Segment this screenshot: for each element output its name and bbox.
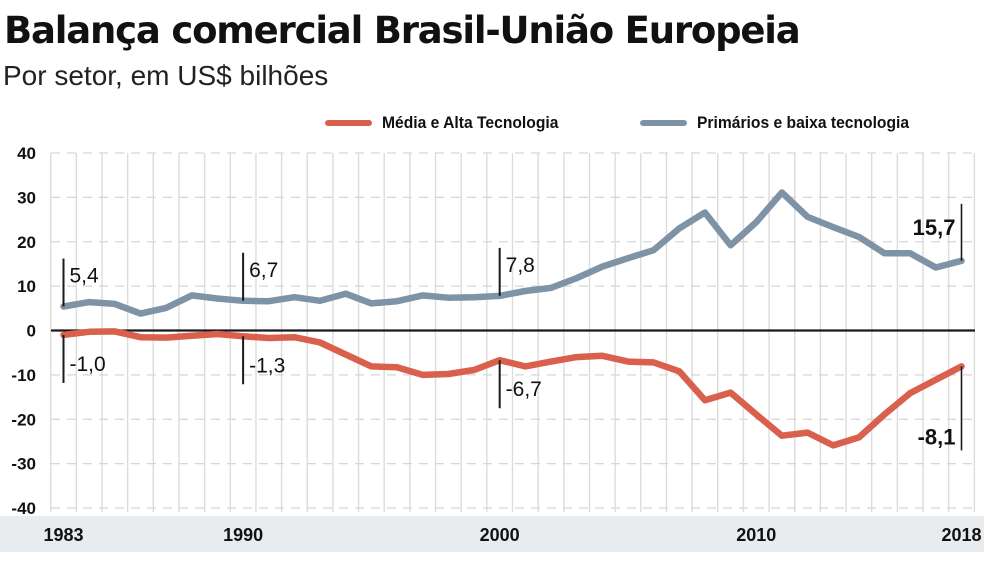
series-line-media-alta-tecnologia: [60, 328, 965, 449]
x-tick-label: 2018: [941, 525, 981, 545]
annotation-label: 5,4: [70, 265, 100, 288]
y-axis-tick-labels: 40 30 20 10 0 -10 -20 -30 -40: [11, 144, 36, 518]
x-tick-label: 2010: [736, 525, 776, 545]
annotation: 15,7: [913, 203, 963, 261]
annotation-label: -1,0: [70, 353, 106, 376]
x-tick-label: 2000: [480, 525, 520, 545]
series-line-primarios-baixa-tecnologia: [60, 189, 965, 317]
legend-item-media-alta-tecnologia: Média e Alta Tecnologia: [325, 111, 574, 135]
chart-title: Balança comercial Brasil-União Europeia: [4, 9, 801, 52]
annotation: 7,8: [498, 247, 535, 296]
legend-label: Primários e baixa tecnologia: [697, 113, 910, 132]
annotation-label: -8,1: [918, 424, 956, 449]
annotation-label: -6,7: [506, 378, 542, 401]
x-axis-band-rect: [0, 516, 984, 552]
legend-label: Média e Alta Tecnologia: [382, 113, 559, 132]
annotation: -8,1: [918, 366, 963, 451]
series-lines: [60, 189, 965, 449]
chart-subtitle: Por setor, em US$ bilhões: [3, 60, 329, 91]
legend-swatch-red: [325, 120, 372, 126]
gridlines: [49, 152, 976, 512]
x-axis-band: [0, 516, 984, 552]
y-tick-label: -20: [11, 410, 36, 429]
legend-swatch-gray: [640, 120, 687, 126]
annotation-label: 7,8: [506, 254, 535, 277]
annotation: 6,7: [242, 252, 278, 301]
y-tick-label: -10: [11, 366, 36, 385]
annotation-label: 15,7: [913, 215, 956, 240]
annotations: 5,4 6,7 7,8 15,7 -1,0 -1,3 -6,7 -8,1: [62, 203, 963, 451]
x-tick-label: 1990: [223, 525, 263, 545]
y-tick-label: -40: [11, 499, 36, 518]
annotation: -6,7: [498, 360, 542, 409]
y-tick-label: 0: [27, 322, 36, 341]
annotation-label: -1,3: [249, 354, 285, 377]
x-axis-tick-labels: 1983 1990 2000 2010 2018: [43, 525, 981, 545]
y-tick-label: 40: [17, 144, 36, 163]
y-tick-label: -30: [11, 455, 36, 474]
annotation: 5,4: [62, 258, 100, 307]
y-tick-label: 10: [17, 277, 36, 296]
annotation-label: 6,7: [249, 259, 278, 282]
annotation: -1,0: [62, 334, 106, 383]
annotation: -1,3: [242, 336, 285, 385]
y-tick-label: 20: [17, 233, 36, 252]
y-tick-label: 30: [17, 188, 36, 207]
legend-item-primarios-baixa-tecnologia: Primários e baixa tecnologia: [640, 111, 928, 135]
x-tick-label: 1983: [43, 525, 83, 545]
